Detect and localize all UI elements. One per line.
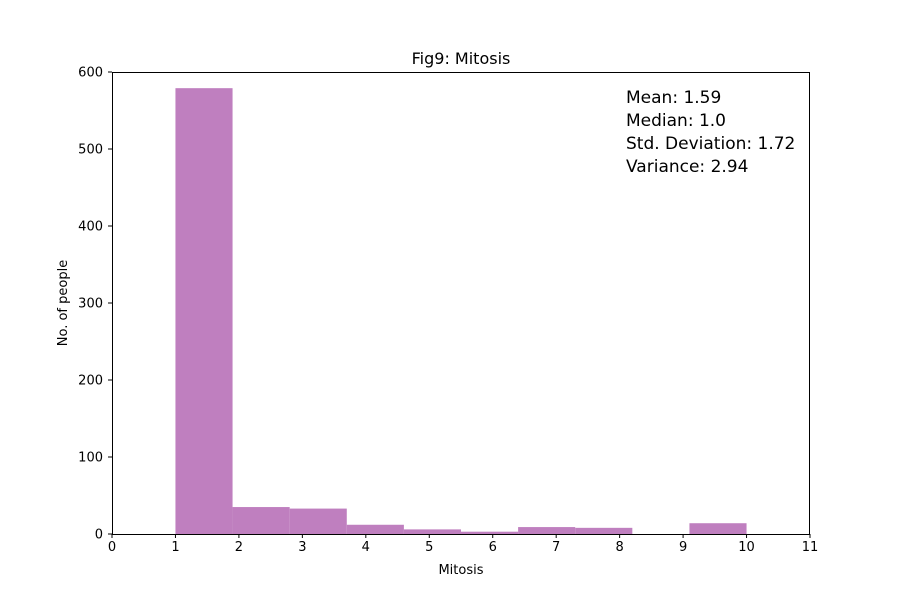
histogram-bar-9 bbox=[689, 523, 747, 534]
x-tick-label: 2 bbox=[235, 540, 243, 555]
stat-std-deviation: Std. Deviation: 1.72 bbox=[626, 134, 795, 154]
y-axis-ticks: 0 100 200 300 400 500 600 bbox=[78, 66, 112, 543]
histogram-bar-6 bbox=[518, 527, 576, 534]
y-axis-label: No. of people bbox=[56, 260, 71, 346]
x-axis-ticks: 0 1 2 3 4 5 6 7 8 9 10 11 bbox=[108, 534, 818, 555]
x-tick-label: 3 bbox=[298, 540, 306, 555]
y-tick-label: 200 bbox=[78, 374, 103, 389]
histogram-bar-5 bbox=[461, 531, 519, 534]
stats-annotation: Mean: 1.59 Median: 1.0 Std. Deviation: 1… bbox=[626, 88, 795, 177]
histogram-bar-2 bbox=[289, 508, 347, 534]
x-tick-label: 11 bbox=[802, 540, 819, 555]
histogram-bar-0 bbox=[175, 88, 233, 535]
stat-median: Median: 1.0 bbox=[626, 111, 726, 131]
histogram-bar-1 bbox=[232, 507, 290, 534]
x-tick-label: 8 bbox=[615, 540, 623, 555]
y-tick-label: 500 bbox=[78, 143, 103, 158]
bars-group bbox=[175, 88, 747, 535]
x-tick-label: 4 bbox=[362, 540, 370, 555]
chart-title: Fig9: Mitosis bbox=[412, 49, 511, 68]
histogram-bar-3 bbox=[346, 524, 404, 534]
y-tick-label: 0 bbox=[95, 528, 103, 543]
x-tick-label: 10 bbox=[738, 540, 755, 555]
x-tick-label: 9 bbox=[679, 540, 687, 555]
histogram-bar-4 bbox=[403, 529, 461, 534]
y-tick-label: 300 bbox=[78, 297, 103, 312]
x-tick-label: 7 bbox=[552, 540, 560, 555]
x-tick-label: 6 bbox=[489, 540, 497, 555]
stat-mean: Mean: 1.59 bbox=[626, 88, 721, 108]
plot-frame bbox=[112, 72, 810, 535]
x-tick-label: 5 bbox=[425, 540, 433, 555]
x-tick-label: 0 bbox=[108, 540, 116, 555]
y-tick-label: 600 bbox=[78, 66, 103, 81]
stat-variance: Variance: 2.94 bbox=[626, 157, 748, 177]
x-axis-label: Mitosis bbox=[438, 563, 483, 578]
x-tick-label: 1 bbox=[171, 540, 179, 555]
y-tick-label: 400 bbox=[78, 220, 103, 235]
histogram-bar-7 bbox=[575, 527, 633, 534]
y-tick-label: 100 bbox=[78, 451, 103, 466]
